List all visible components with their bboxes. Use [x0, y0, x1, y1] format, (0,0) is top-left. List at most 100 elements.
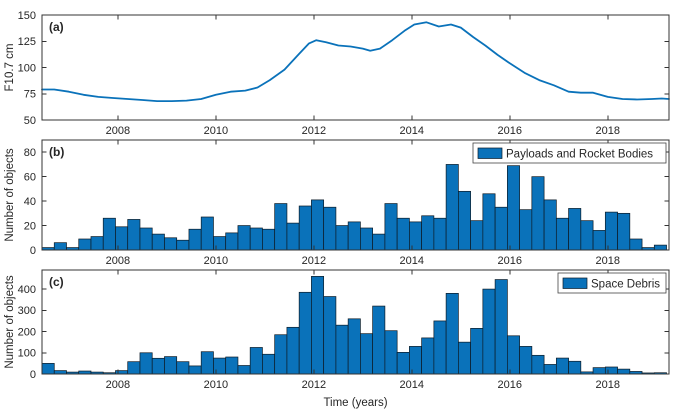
x-axis-title: Time (years) [323, 397, 387, 409]
c-bar [617, 368, 631, 375]
b-bar [568, 208, 582, 251]
x-tick-label: 2010 [204, 125, 228, 137]
b-bar [249, 227, 263, 251]
x-tick-label: 2008 [106, 379, 130, 391]
b-bar [115, 226, 129, 251]
x-tick-label: 2018 [596, 125, 620, 137]
b-y-axis-label: Number of objects [4, 148, 16, 242]
b-bar [274, 203, 288, 251]
c-bar [592, 367, 606, 375]
c-bar [115, 370, 129, 375]
c-bar [176, 361, 190, 375]
b-bar [507, 165, 520, 251]
x-tick-label: 2014 [400, 379, 424, 391]
b-bar [139, 227, 153, 251]
x-tick-label: 2010 [204, 379, 228, 391]
c-bar [421, 337, 435, 375]
b-legend: Payloads and Rocket Bodies [472, 142, 667, 164]
c-bar [335, 324, 349, 375]
x-tick-label: 2012 [302, 125, 326, 137]
c-bar [53, 370, 67, 375]
x-tick-label: 2012 [302, 379, 326, 391]
y-tick-label: 80 [24, 147, 36, 159]
c-bar [555, 357, 569, 375]
c-bar [213, 357, 227, 375]
x-tick-label: 2016 [498, 125, 522, 137]
b-bar [580, 220, 594, 251]
y-tick-label: 200 [18, 326, 36, 338]
b-bar [396, 217, 410, 251]
c-bar [237, 365, 251, 375]
c-bar [482, 288, 496, 375]
c-bar-series [41, 276, 667, 375]
subplot-b: 2008 2010 2012 2014 2016 2018 0 20 40 60 80 (b) Numb… [4, 139, 670, 267]
b-bar [176, 239, 190, 251]
c-bar [249, 347, 263, 375]
x-tick-label: 2016 [498, 379, 522, 391]
c-bar [298, 291, 312, 375]
x-tick-label: 2018 [596, 255, 620, 267]
b-bar [482, 193, 496, 251]
c-bar [507, 335, 520, 375]
b-bar [102, 217, 116, 251]
y-tick-label: 125 [18, 36, 36, 48]
b-bar [200, 216, 214, 251]
c-bar [604, 366, 618, 375]
b-bar [323, 206, 337, 251]
b-bar [90, 236, 104, 251]
c-bar [188, 365, 202, 375]
c-bar [323, 296, 337, 375]
b-bar [372, 233, 386, 251]
y-tick-label: 40 [24, 196, 36, 208]
subplot-c: 2008 2010 2012 2014 2016 2018 0 100 200 300 400 (c)… [4, 269, 670, 391]
b-bar [164, 237, 178, 251]
panel-label-c: (c) [49, 275, 64, 289]
b-bar [555, 217, 569, 251]
b-bar [213, 236, 227, 251]
c-bar [531, 354, 545, 375]
c-bar [433, 320, 447, 375]
c-bar [41, 363, 55, 375]
b-bar [127, 219, 141, 251]
b-bar [286, 222, 300, 251]
b-bar [347, 221, 361, 251]
b-bar [360, 227, 373, 251]
b-legend-swatch [477, 147, 503, 159]
y-tick-label: 150 [18, 10, 36, 22]
c-bar [543, 364, 557, 375]
x-tick-label: 2012 [302, 255, 326, 267]
b-bar [78, 238, 92, 251]
b-bar [653, 244, 667, 251]
c-bar [274, 334, 288, 375]
x-tick-label: 2018 [596, 379, 620, 391]
c-bar [200, 351, 214, 375]
c-legend-label: Space Debris [591, 279, 660, 291]
b-bar [151, 233, 165, 251]
c-bar [396, 352, 410, 375]
y-tick-label: 400 [18, 284, 36, 296]
y-tick-label: 300 [18, 305, 36, 317]
y-tick-label: 100 [18, 62, 36, 74]
c-bar [347, 318, 361, 375]
y-tick-label: 50 [24, 115, 36, 127]
c-legend: Space Debris [557, 272, 667, 294]
b-bar-series [41, 164, 667, 251]
b-bar [531, 176, 545, 251]
x-tick-label: 2014 [400, 125, 424, 137]
c-y-axis-label: Number of objects [4, 275, 16, 369]
b-bar [445, 164, 459, 251]
x-tick-label: 2014 [400, 255, 424, 267]
c-bar [384, 330, 398, 375]
b-bar [494, 206, 508, 251]
b-bar [237, 225, 251, 251]
b-bar [298, 205, 312, 251]
x-tick-label: 2016 [498, 255, 522, 267]
b-bar [225, 232, 239, 251]
panel-label-a: (a) [49, 20, 64, 34]
y-tick-label: 0 [30, 245, 36, 257]
y-tick-label: 100 [18, 348, 36, 360]
b-bar [604, 211, 618, 251]
b-bar [188, 228, 202, 251]
b-bar [433, 217, 447, 251]
